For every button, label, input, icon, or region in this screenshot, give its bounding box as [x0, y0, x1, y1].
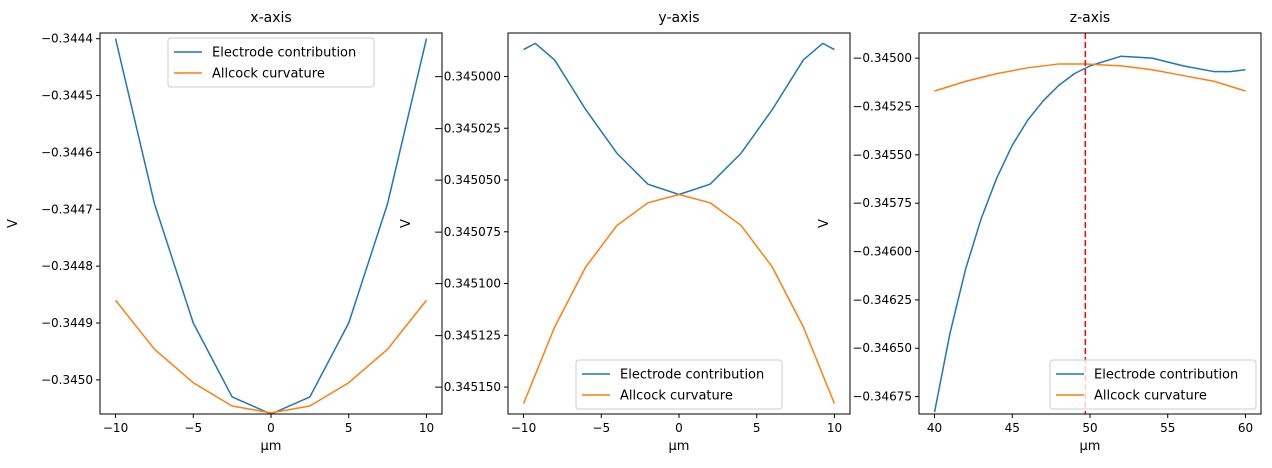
y-tick-label: −0.34500: [852, 51, 912, 65]
legend-box: [1049, 359, 1257, 410]
x-axis-label: µm: [261, 439, 282, 454]
legend-label: Allcock curvature: [212, 67, 325, 82]
x-tick-label: 0: [675, 421, 683, 435]
x-tick-label: −10: [103, 421, 128, 435]
legend-box: [167, 37, 375, 88]
legend-label: Allcock curvature: [1094, 389, 1207, 404]
plot-frame: [918, 32, 1262, 415]
x-axis-label: µm: [669, 439, 690, 454]
x-tick-label: 0: [267, 421, 275, 435]
y-tick-label: −0.345000: [434, 69, 501, 83]
x-tick-label: 55: [1160, 421, 1175, 435]
y-tick-label: −0.34675: [852, 390, 912, 404]
series-line-electrode-contribution: [114, 38, 428, 414]
plot-frame: [507, 32, 851, 415]
y-tick-label: −0.34650: [852, 341, 912, 355]
y-tick-label: −0.345050: [434, 173, 501, 187]
x-tick-label: −5: [592, 421, 610, 435]
y-tick-label: −0.345025: [434, 121, 501, 135]
y-tick-label: −0.34525: [852, 99, 912, 113]
y-tick-label: −0.34625: [852, 293, 912, 307]
chart-panel-1: −10 −5 0 5 10 −0.3450 −0.3449 −0.3448 −0.3447 −0.…: [6, 10, 443, 454]
y-tick-label: −0.3450: [41, 373, 93, 387]
legend-label: Electrode contribution: [1094, 368, 1238, 383]
series-line-electrode-contribution: [523, 42, 835, 196]
y-tick-label: −0.34575: [852, 196, 912, 210]
legend: Electrode contribution Allcock curvature: [575, 359, 783, 410]
plot-frame: [99, 32, 443, 415]
y-tick-label: −0.3448: [41, 259, 93, 273]
chart-title: z-axis: [1070, 10, 1110, 26]
y-tick-label: −0.345150: [434, 380, 501, 394]
legend: Electrode contribution Allcock curvature: [1049, 359, 1257, 410]
y-axis-label: V: [6, 219, 21, 228]
chart-panel-3: 40 45 50 55 60 −0.34675 −0.34650 −0.34625 −0.346…: [817, 10, 1262, 454]
legend-box: [575, 359, 783, 410]
series-line-allcock-curvature: [114, 299, 428, 414]
chart-title: y-axis: [658, 10, 699, 26]
y-axis-label: V: [817, 219, 832, 228]
x-tick-label: 50: [1082, 421, 1097, 435]
legend-label: Electrode contribution: [212, 46, 356, 61]
x-tick-label: 40: [927, 421, 942, 435]
legend: Electrode contribution Allcock curvature: [167, 37, 375, 88]
y-tick-label: −0.3449: [41, 316, 93, 330]
y-tick-label: −0.34600: [852, 245, 912, 259]
x-tick-label: 5: [753, 421, 761, 435]
legend-label: Allcock curvature: [620, 389, 733, 404]
y-tick-label: −0.3447: [41, 202, 93, 216]
x-axis-label: µm: [1080, 439, 1101, 454]
x-tick-label: 5: [345, 421, 353, 435]
x-tick-label: 60: [1238, 421, 1253, 435]
x-tick-label: 10: [827, 421, 842, 435]
y-tick-label: −0.3444: [41, 32, 93, 46]
x-tick-label: 45: [1005, 421, 1020, 435]
x-tick-label: −5: [184, 421, 202, 435]
x-tick-label: 10: [419, 421, 434, 435]
series-line-allcock-curvature: [522, 193, 836, 404]
chart-panel-2: −10 −5 0 5 10 −0.345150 −0.345125 −0.345100 −0.3…: [399, 10, 851, 454]
y-axis-label: V: [399, 219, 414, 228]
series-line-allcock-curvature: [934, 63, 1246, 92]
y-tick-label: −0.345125: [434, 328, 501, 342]
y-tick-label: −0.345075: [434, 225, 501, 239]
y-tick-label: −0.3446: [41, 145, 93, 159]
legend-label: Electrode contribution: [620, 368, 764, 383]
series-line-electrode-contribution: [933, 55, 1246, 413]
chart-title: x-axis: [250, 10, 291, 26]
x-tick-label: −10: [511, 421, 536, 435]
y-tick-label: −0.345100: [434, 277, 501, 291]
y-tick-label: −0.3445: [41, 89, 93, 103]
y-tick-label: −0.34550: [852, 148, 912, 162]
